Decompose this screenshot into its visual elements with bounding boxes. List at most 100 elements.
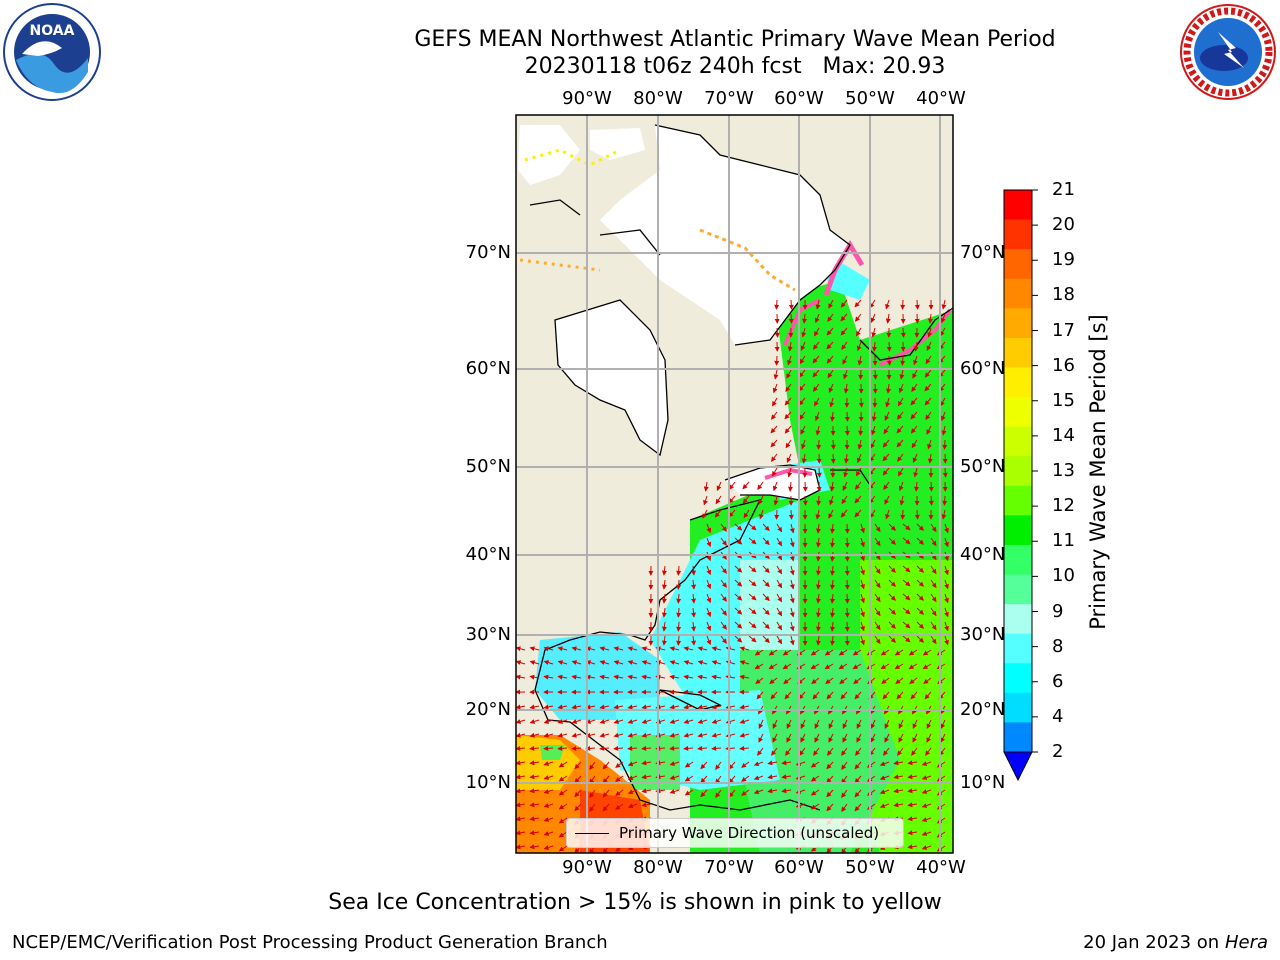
- wave-arrow: [885, 313, 891, 324]
- wave-arrow: [720, 537, 727, 546]
- wave-arrow: [860, 593, 865, 604]
- wave-arrow: [815, 551, 821, 562]
- wave-arrow: [884, 411, 890, 421]
- wave-arrow: [874, 523, 881, 533]
- wave-arrow: [884, 495, 890, 505]
- wave-arrow: [840, 299, 848, 308]
- wave-arrow: [641, 788, 652, 794]
- wave-arrow: [613, 660, 624, 665]
- wave-arrow: [812, 355, 820, 364]
- wave-arrow: [936, 761, 946, 768]
- wave-arrow: [907, 816, 918, 822]
- wave-arrow: [574, 803, 582, 812]
- wave-arrow: [940, 733, 946, 743]
- wave-arrow: [788, 481, 794, 492]
- wave-arrow: [801, 453, 807, 464]
- wave-arrow: [772, 467, 778, 477]
- wave-arrow: [893, 788, 904, 794]
- map-frame: [515, 114, 954, 854]
- wave-arrow: [902, 537, 911, 545]
- wave-arrow: [843, 369, 848, 380]
- wave-arrow: [924, 397, 932, 406]
- wave-arrow: [789, 551, 795, 562]
- wave-arrow: [776, 607, 783, 617]
- wave-arrow: [748, 537, 757, 545]
- wave-arrow: [802, 495, 808, 506]
- wave-arrow: [940, 397, 946, 407]
- wave-arrow: [840, 327, 848, 336]
- wave-arrow: [602, 775, 610, 784]
- wave-arrow: [874, 593, 881, 603]
- wave-arrow: [543, 817, 554, 822]
- colorbar-tick-label: 6: [1052, 670, 1064, 692]
- ice-note: Sea Ice Concentration > 15% is shown in …: [328, 890, 942, 915]
- wave-arrow: [769, 677, 778, 685]
- wave-arrow: [930, 523, 937, 533]
- wave-arrow: [543, 789, 554, 794]
- wave-arrow: [571, 674, 582, 680]
- wave-arrow: [888, 607, 896, 615]
- wave-arrow: [815, 635, 821, 646]
- wave-arrow: [814, 411, 820, 422]
- wave-arrow: [814, 719, 820, 729]
- colorbar-tick-label: 10: [1052, 565, 1075, 587]
- wave-arrow: [627, 674, 638, 680]
- wave-arrow: [838, 663, 848, 670]
- colorbar-segment: [1004, 397, 1032, 428]
- wave-arrow: [844, 579, 850, 590]
- wave-arrow: [615, 761, 624, 768]
- wave-arrow: [870, 733, 876, 743]
- wave-arrow: [888, 621, 896, 629]
- wave-arrow: [683, 646, 694, 652]
- ice-region: [518, 125, 850, 500]
- lat-label-right-60n: 60°N: [960, 358, 1006, 379]
- wave-arrow: [854, 761, 862, 770]
- wave-arrow: [815, 425, 821, 436]
- wave-arrow: [558, 831, 568, 838]
- wave-arrow: [916, 537, 924, 545]
- wave-arrow: [898, 467, 904, 477]
- wave-arrow: [725, 719, 736, 724]
- wave-arrow: [770, 453, 778, 462]
- wave-arrow: [758, 495, 764, 505]
- lat-label-left-10n: 10°N: [465, 772, 511, 793]
- wave-arrow: [516, 646, 526, 652]
- wave-arrow: [762, 537, 770, 546]
- wave-arrow: [815, 523, 821, 534]
- wave-arrow: [706, 537, 712, 548]
- wave-arrow: [711, 704, 722, 710]
- wave-arrow: [910, 425, 918, 434]
- wave-arrow: [734, 607, 743, 615]
- wave-arrow: [691, 607, 697, 618]
- wave-arrow: [944, 593, 949, 604]
- wave-arrow: [811, 677, 820, 685]
- colorbar-tick-label: 21: [1052, 179, 1075, 200]
- wave-arrow: [613, 732, 624, 738]
- wave-arrow: [830, 593, 836, 604]
- wave-arrow: [886, 355, 892, 366]
- colorbar-segment: [1004, 456, 1032, 487]
- wave-arrow: [907, 774, 918, 780]
- wave-arrow: [896, 411, 904, 420]
- wave-arrow: [557, 704, 568, 710]
- wave-arrow: [870, 313, 876, 323]
- wave-arrow: [936, 803, 946, 810]
- wave-arrow: [739, 646, 750, 652]
- wave-arrow: [927, 327, 933, 338]
- wave-arrow: [697, 732, 708, 738]
- wave-arrow: [815, 537, 821, 548]
- colorbar-tick-label: 17: [1052, 319, 1075, 341]
- lat-label-left-60n: 60°N: [465, 358, 511, 379]
- wave-arrow: [529, 816, 540, 822]
- wave-arrow: [613, 745, 624, 751]
- wave-arrow: [916, 565, 924, 573]
- wave-arrow: [854, 495, 862, 504]
- lon-label-bottom-90w: 90°W: [562, 857, 612, 878]
- wave-arrow: [838, 649, 848, 656]
- lon-label-top-60w: 60°W: [774, 88, 824, 109]
- wave-arrow: [615, 789, 624, 796]
- colorbar-segment: [1004, 692, 1032, 723]
- wave-arrow: [529, 719, 540, 724]
- wave-arrow: [882, 691, 890, 700]
- wave-arrow: [543, 831, 554, 836]
